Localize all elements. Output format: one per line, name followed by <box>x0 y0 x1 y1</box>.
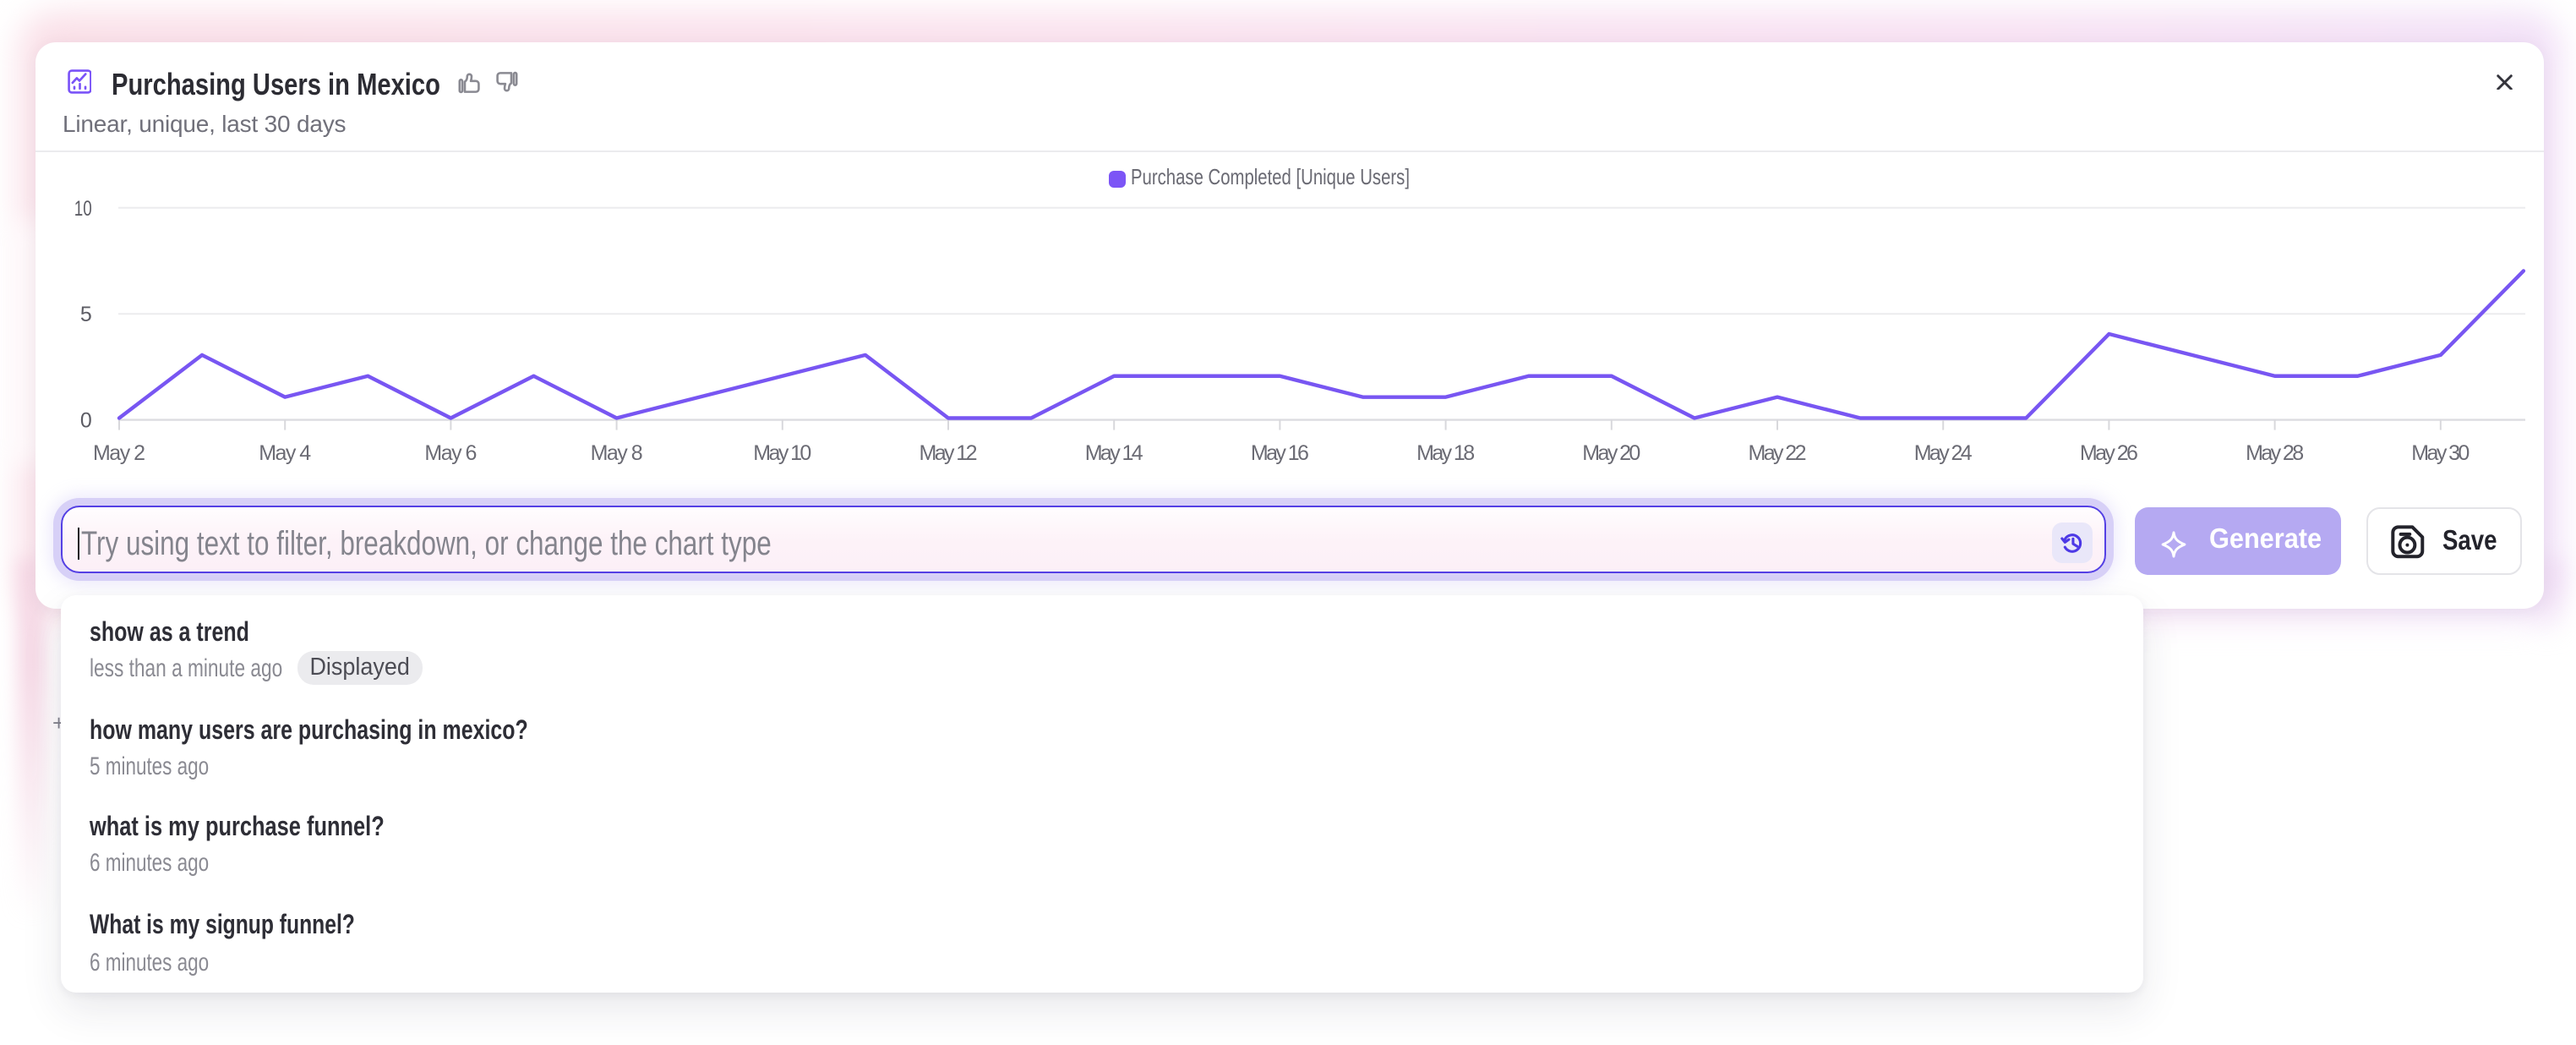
svg-text:May 10: May 10 <box>753 441 811 465</box>
svg-text:May 14: May 14 <box>1085 441 1143 465</box>
svg-text:May 12: May 12 <box>920 441 978 465</box>
svg-text:May 2: May 2 <box>93 441 145 465</box>
svg-text:May 30: May 30 <box>2411 441 2470 465</box>
svg-text:May 20: May 20 <box>1582 441 1640 465</box>
svg-text:May 18: May 18 <box>1416 441 1475 465</box>
svg-text:May 22: May 22 <box>1749 441 1807 465</box>
svg-text:May 6: May 6 <box>424 441 477 465</box>
svg-text:May 8: May 8 <box>591 441 643 465</box>
svg-text:0: 0 <box>80 409 92 433</box>
svg-text:May 28: May 28 <box>2246 441 2304 465</box>
svg-text:5: 5 <box>80 303 92 326</box>
svg-text:10: 10 <box>74 197 92 221</box>
svg-text:May 24: May 24 <box>1914 441 1973 465</box>
svg-text:May 4: May 4 <box>259 441 311 465</box>
svg-text:May 26: May 26 <box>2080 441 2138 465</box>
svg-text:May 16: May 16 <box>1251 441 1309 465</box>
